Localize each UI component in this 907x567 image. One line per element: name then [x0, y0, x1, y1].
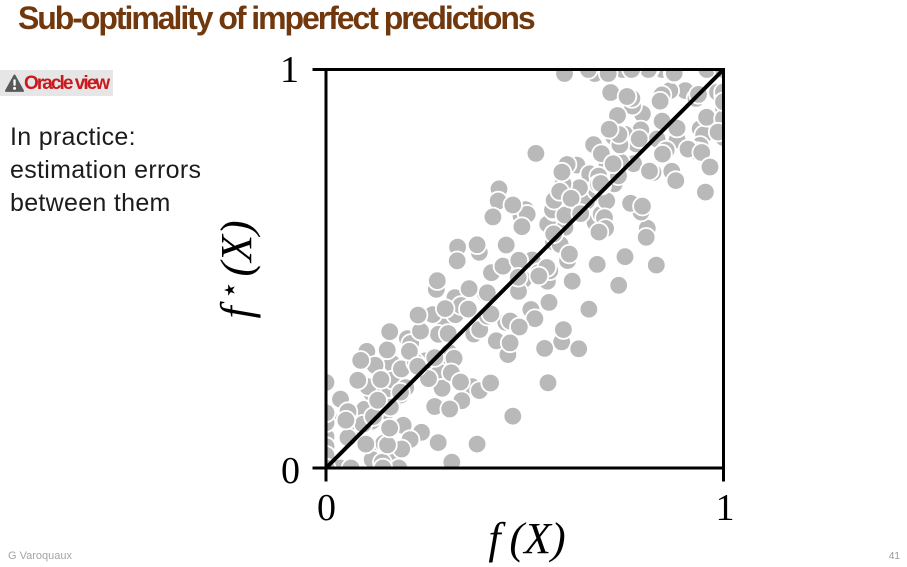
svg-text:1: 1	[280, 49, 299, 91]
svg-text:f: f	[212, 301, 261, 319]
svg-text:1: 1	[716, 487, 735, 529]
svg-text:0: 0	[281, 450, 300, 492]
svg-text:0: 0	[317, 487, 336, 529]
svg-text:f (X): f (X)	[488, 514, 565, 563]
svg-text:(X): (X)	[212, 220, 261, 276]
